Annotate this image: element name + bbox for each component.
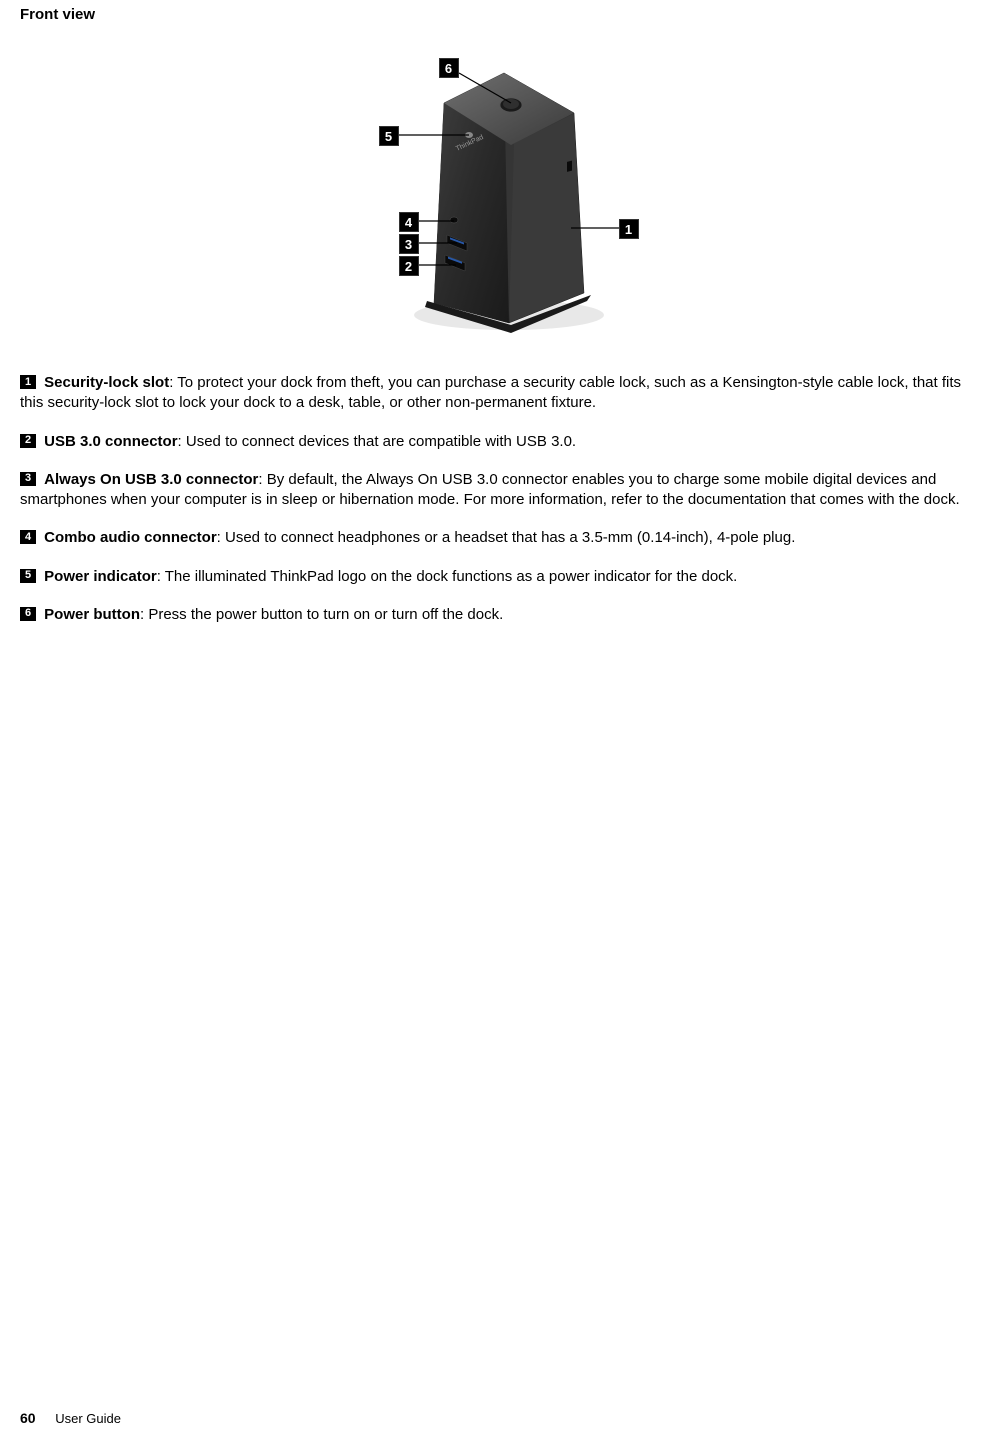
desc-title: Combo audio connector bbox=[44, 529, 217, 546]
callout-3: 3 bbox=[399, 234, 419, 254]
desc-item-1: 1 Security-lock slot: To protect your do… bbox=[20, 373, 977, 414]
desc-text: : Used to connect headphones or a headse… bbox=[217, 529, 796, 546]
dock-device-illustration: ThinkPad bbox=[339, 43, 659, 343]
front-view-diagram: ThinkPad 1 2 3 4 5 6 bbox=[339, 43, 659, 343]
page-footer: 60 User Guide bbox=[20, 1410, 121, 1426]
desc-item-3: 3 Always On USB 3.0 connector: By defaul… bbox=[20, 470, 977, 511]
footer-doc-title: User Guide bbox=[55, 1411, 121, 1426]
desc-title: USB 3.0 connector bbox=[44, 433, 177, 450]
desc-item-2: 2 USB 3.0 connector: Used to connect dev… bbox=[20, 432, 977, 452]
desc-text: : Press the power button to turn on or t… bbox=[140, 606, 503, 623]
desc-text: : The illuminated ThinkPad logo on the d… bbox=[157, 568, 738, 585]
num-badge: 5 bbox=[20, 569, 36, 583]
desc-item-4: 4 Combo audio connector: Used to connect… bbox=[20, 528, 977, 548]
desc-text: : Used to connect devices that are compa… bbox=[178, 433, 577, 450]
desc-title: Power indicator bbox=[44, 568, 157, 585]
callout-4: 4 bbox=[399, 212, 419, 232]
desc-item-6: 6 Power button: Press the power button t… bbox=[20, 605, 977, 625]
num-badge: 1 bbox=[20, 375, 36, 389]
section-title: Front view bbox=[20, 6, 977, 23]
page-number: 60 bbox=[20, 1410, 36, 1426]
callout-5: 5 bbox=[379, 126, 399, 146]
descriptions-list: 1 Security-lock slot: To protect your do… bbox=[20, 373, 977, 625]
callout-2: 2 bbox=[399, 256, 419, 276]
num-badge: 2 bbox=[20, 434, 36, 448]
num-badge: 6 bbox=[20, 607, 36, 621]
diagram-container: ThinkPad 1 2 3 4 5 6 bbox=[20, 43, 977, 343]
desc-title: Always On USB 3.0 connector bbox=[44, 471, 258, 488]
num-badge: 4 bbox=[20, 530, 36, 544]
callout-6: 6 bbox=[439, 58, 459, 78]
desc-title: Power button bbox=[44, 606, 140, 623]
num-badge: 3 bbox=[20, 472, 36, 486]
desc-title: Security-lock slot bbox=[44, 374, 169, 391]
callout-1: 1 bbox=[619, 219, 639, 239]
desc-item-5: 5 Power indicator: The illuminated Think… bbox=[20, 567, 977, 587]
